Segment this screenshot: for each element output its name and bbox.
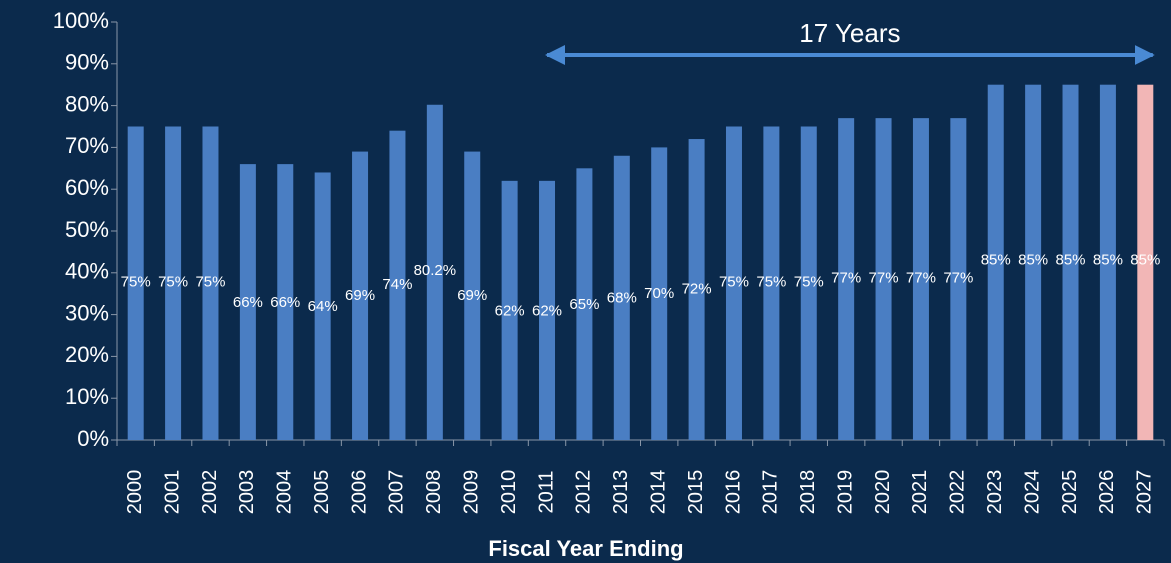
bar <box>875 118 892 440</box>
data-label: 75% <box>794 274 824 291</box>
y-tick-label: 30% <box>65 300 109 325</box>
data-label: 75% <box>756 274 786 291</box>
y-tick-label: 0% <box>77 426 109 451</box>
x-tick-label: 2020 <box>872 470 894 515</box>
x-tick-label: 2019 <box>834 470 856 515</box>
bar <box>165 126 182 440</box>
x-tick-label: 2022 <box>947 470 969 515</box>
data-label: 85% <box>981 251 1011 268</box>
x-tick-label: 2027 <box>1134 470 1156 515</box>
x-tick-label: 2017 <box>760 470 782 515</box>
bar <box>987 84 1004 440</box>
data-label: 66% <box>270 294 300 311</box>
bar <box>277 164 294 440</box>
bar <box>1025 84 1042 440</box>
bar <box>352 151 369 440</box>
bar <box>912 118 929 440</box>
data-label: 75% <box>195 274 225 291</box>
y-tick-label: 10% <box>65 384 109 409</box>
x-tick-label: 2000 <box>124 470 146 515</box>
data-label: 77% <box>831 269 861 286</box>
data-label: 85% <box>1018 251 1048 268</box>
data-label: 77% <box>906 269 936 286</box>
data-label: 69% <box>457 287 487 304</box>
annotation: 17 Years <box>799 18 900 48</box>
bar <box>800 126 817 440</box>
x-tick-label: 2023 <box>984 470 1006 515</box>
bar <box>127 126 144 440</box>
y-tick-label: 60% <box>65 175 109 200</box>
x-tick-label: 2016 <box>722 470 744 515</box>
bar <box>613 155 630 440</box>
bar <box>688 139 705 441</box>
y-tick-label: 40% <box>65 259 109 284</box>
data-label: 77% <box>869 269 899 286</box>
bar <box>838 118 855 440</box>
x-tick-label: 2002 <box>199 470 221 515</box>
y-tick-label: 90% <box>65 50 109 75</box>
x-tick-label: 2001 <box>161 470 183 515</box>
y-tick-label: 100% <box>53 8 109 33</box>
x-tick-label: 2003 <box>236 470 258 515</box>
data-label: 85% <box>1093 251 1123 268</box>
data-label: 62% <box>532 303 562 320</box>
data-label: 74% <box>382 276 412 293</box>
data-label: 69% <box>345 287 375 304</box>
bar <box>202 126 219 440</box>
bar <box>539 180 556 440</box>
x-tick-label: 2008 <box>423 470 445 515</box>
y-tick-label: 20% <box>65 342 109 367</box>
data-label: 77% <box>943 269 973 286</box>
x-tick-label: 2015 <box>685 470 707 515</box>
x-tick-label: 2006 <box>348 470 370 515</box>
data-label: 64% <box>308 298 338 315</box>
y-tick-label: 70% <box>65 133 109 158</box>
x-tick-label: 2009 <box>461 470 483 514</box>
y-tick-label: 50% <box>65 217 109 242</box>
data-label: 70% <box>644 285 674 302</box>
x-tick-label: 2026 <box>1096 470 1118 515</box>
x-tick-label: 2012 <box>573 470 595 515</box>
x-axis-title: Fiscal Year Ending <box>488 536 683 561</box>
x-tick-label: 2013 <box>610 470 632 515</box>
data-label: 75% <box>121 274 151 291</box>
data-label: 66% <box>233 294 263 311</box>
x-tick-label: 2010 <box>498 470 520 515</box>
bar <box>426 104 443 440</box>
bar <box>464 151 481 440</box>
x-tick-label: 2025 <box>1059 470 1081 515</box>
bar <box>576 168 593 441</box>
bar <box>239 164 256 440</box>
y-tick-label: 80% <box>65 91 109 116</box>
x-tick-label: 2007 <box>386 470 408 515</box>
x-tick-label: 2014 <box>647 470 669 515</box>
data-label: 80.2% <box>414 262 457 279</box>
data-label: 62% <box>495 303 525 320</box>
bar <box>501 180 518 440</box>
data-label: 85% <box>1130 251 1160 268</box>
data-label: 85% <box>1056 251 1086 268</box>
x-tick-label: 2018 <box>797 470 819 515</box>
data-label: 75% <box>158 274 188 291</box>
data-label: 65% <box>569 296 599 313</box>
bar <box>314 172 331 441</box>
bar <box>389 130 406 440</box>
data-label: 75% <box>719 274 749 291</box>
x-tick-label: 2011 <box>535 470 557 513</box>
bar <box>1137 84 1154 440</box>
x-tick-label: 2024 <box>1021 470 1043 515</box>
data-label: 68% <box>607 289 637 306</box>
bar <box>651 147 668 440</box>
bar <box>1062 84 1079 440</box>
bar <box>763 126 780 440</box>
data-label: 72% <box>682 280 712 297</box>
x-tick-label: 2004 <box>274 470 296 515</box>
bar <box>950 118 967 440</box>
x-tick-label: 2005 <box>311 470 333 515</box>
bar <box>1099 84 1116 440</box>
x-tick-label: 2021 <box>909 470 931 515</box>
bar <box>725 126 742 440</box>
